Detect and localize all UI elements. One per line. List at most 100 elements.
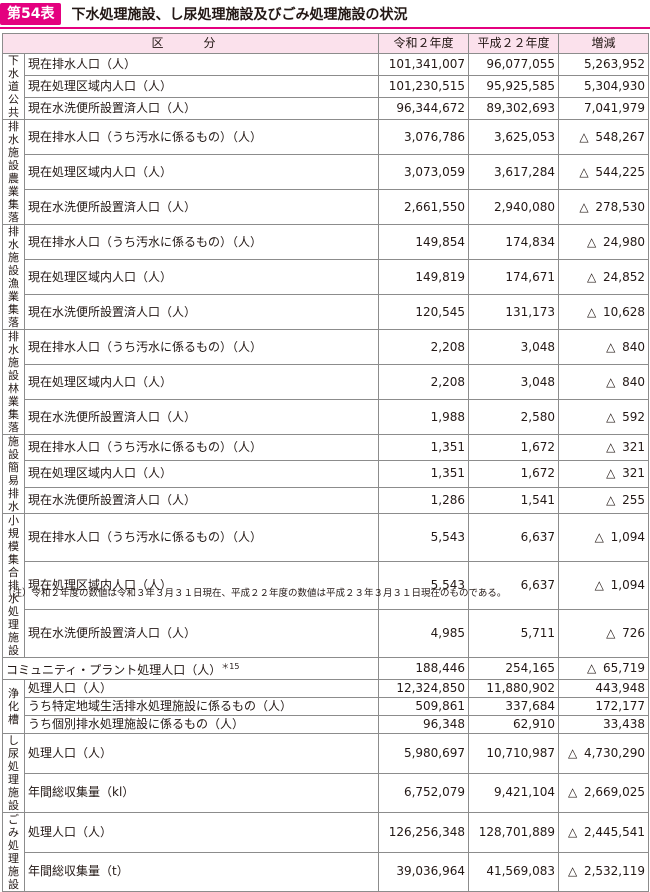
value-reiwa2: 4,985: [378, 609, 470, 658]
decrease-mark: △: [567, 745, 578, 760]
row-label: 処理人口（人）: [23, 679, 380, 698]
row-label: 現在排水人口（人）: [23, 53, 380, 76]
change-value: 2,532,119: [583, 864, 646, 879]
change-value: 544,225: [595, 164, 646, 179]
value-heisei22: 89,302,693: [468, 97, 560, 120]
value-reiwa2: 1,351: [378, 433, 470, 462]
value-reiwa2: 1,351: [378, 460, 470, 488]
change-value: 548,267: [595, 129, 646, 144]
value-change: △ 65,719: [558, 657, 650, 680]
table-row: コミュニティ・プラント処理人口（人）＊15 188,446 254,165 △ 65,7…: [1, 657, 650, 680]
change-value: 5,304,930: [583, 79, 646, 93]
header-reiwa2: 令和２年度: [378, 33, 470, 54]
value-heisei22: 3,048: [468, 364, 560, 400]
page-title: 下水処理施設、し尿処理施設及びごみ処理施設の状況: [71, 7, 408, 23]
value-change: 7,041,979: [558, 97, 650, 120]
table-row: 現在処理区域内人口（人） 149,819 174,671 △ 24,852: [3, 259, 650, 295]
table-row: 下水道公共 現在排水人口（人） 101,341,007 96,077,055 5,263…: [2, 53, 650, 120]
value-change: 33,438: [558, 715, 650, 734]
value-reiwa2: 120,545: [378, 294, 470, 330]
decrease-mark: △: [587, 234, 597, 249]
value-change: 5,304,930: [558, 75, 650, 98]
value-change: △ 321: [558, 460, 650, 488]
table-row: うち個別排水処理施設に係るもの（人） 96,348 62,910 33,438: [3, 715, 650, 734]
garbage-category-label: ごみ処理施設: [2, 812, 25, 892]
table-row: し尿処理施設 処理人口（人） 5,980,697 10,710,987 △ 4,730,2…: [2, 733, 650, 813]
value-heisei22: 174,671: [468, 259, 560, 295]
header-change: 増減: [558, 33, 650, 54]
change-value: 2,669,025: [583, 785, 646, 800]
table-row: 現在水洗便所設置済人口（人） 1,988 2,580 △ 592: [3, 399, 650, 435]
change-value: 24,980: [603, 234, 646, 249]
row-label: 現在処理区域内人口（人）: [23, 364, 380, 400]
row-label: 現在処理区域内人口（人）: [23, 460, 380, 488]
decrease-mark: △: [567, 824, 578, 839]
decrease-mark: △: [587, 304, 597, 319]
simple-category-label: 施設簡易排水: [2, 434, 25, 514]
title-underline: [0, 27, 650, 29]
row-label: うち個別排水処理施設に係るもの（人）: [23, 715, 380, 734]
value-heisei22: 3,617,284: [468, 154, 560, 190]
value-change: △ 840: [558, 364, 650, 400]
change-value: 255: [622, 492, 646, 507]
table-row: 現在処理区域内人口（人） 3,073,059 3,617,284 △ 544,225: [3, 154, 650, 190]
value-heisei22: 11,880,902: [468, 679, 560, 698]
change-value: 7,041,979: [583, 101, 646, 115]
value-heisei22: 254,165: [468, 657, 560, 680]
value-reiwa2: 509,861: [378, 697, 470, 716]
value-heisei22: 174,834: [468, 224, 560, 260]
row-label: 現在水洗便所設置済人口（人）: [23, 486, 380, 515]
change-value: 33,438: [603, 717, 646, 731]
value-change: 5,263,952: [558, 53, 650, 76]
table-row: 施設簡易排水 現在排水人口（うち汚水に係るもの）（人） 1,351 1,672 △ 321: [2, 433, 650, 514]
value-reiwa2: 5,543: [378, 513, 470, 562]
change-value: 24,852: [603, 269, 646, 284]
row-label: 現在水洗便所設置済人口（人）: [23, 189, 380, 225]
table-row: 小規模集合排水処理施設 現在排水人口（うち汚水に係るもの）（人） 5,543 6,63…: [2, 513, 650, 658]
value-heisei22: 9,421,104: [468, 772, 560, 813]
change-value: 592: [622, 409, 646, 424]
change-value: 840: [622, 339, 646, 354]
value-change: △ 726: [558, 609, 650, 658]
footnote-marker: ＊15: [221, 662, 240, 671]
decrease-mark: △: [587, 661, 597, 675]
value-reiwa2: 5,980,697: [378, 733, 470, 774]
table-row: うち特定地域生活排水処理施設に係るもの（人） 509,861 337,684 172,…: [3, 697, 650, 716]
value-reiwa2: 39,036,964: [378, 851, 470, 892]
change-value: 278,530: [595, 199, 646, 214]
change-value: 10,628: [603, 304, 646, 319]
value-reiwa2: 101,230,515: [378, 75, 470, 98]
value-change: △ 255: [558, 486, 650, 515]
value-reiwa2: 1,286: [378, 486, 470, 515]
table-row: 排水施設林業集落 現在排水人口（うち汚水に係るもの）（人） 2,208 3,048 △ 8…: [2, 329, 650, 435]
value-change: △ 2,532,119: [558, 851, 650, 892]
fish-category-label: 排水施設漁業集落: [2, 224, 25, 330]
value-heisei22: 3,048: [468, 329, 560, 365]
change-value: 321: [622, 466, 646, 481]
decrease-mark: △: [567, 864, 578, 879]
change-value: 1,094: [610, 530, 646, 544]
table-row: 現在水洗便所設置済人口（人） 120,545 131,173 △ 10,628: [3, 294, 650, 330]
row-label: 現在排水人口（うち汚水に係るもの）（人）: [23, 119, 380, 155]
value-heisei22: 1,672: [468, 460, 560, 488]
value-reiwa2: 96,348: [378, 715, 470, 734]
table-row: 現在処理区域内人口（人） 2,208 3,048 △ 840: [3, 364, 650, 400]
value-reiwa2: 101,341,007: [378, 53, 470, 76]
row-label: 現在水洗便所設置済人口（人）: [23, 609, 380, 658]
change-value: 2,445,541: [583, 824, 646, 839]
decrease-mark: △: [606, 409, 616, 424]
value-heisei22: 62,910: [468, 715, 560, 734]
value-heisei22: 96,077,055: [468, 53, 560, 76]
value-heisei22: 1,541: [468, 486, 560, 515]
night-category-label: し尿処理施設: [2, 733, 25, 813]
value-change: △ 24,980: [558, 224, 650, 260]
row-label: 現在排水人口（うち汚水に係るもの）（人）: [23, 329, 380, 365]
forest-category-label: 排水施設林業集落: [2, 329, 25, 435]
row-label: 現在処理区域内人口（人）: [23, 75, 380, 98]
table-row: 年間総収集量（t） 39,036,964 41,569,083 △ 2,532,119: [3, 851, 650, 892]
sewer-category-label: 下水道公共: [2, 53, 25, 120]
row-label: 現在水洗便所設置済人口（人）: [23, 294, 380, 330]
value-heisei22: 6,637: [468, 513, 560, 562]
value-reiwa2: 2,208: [378, 329, 470, 365]
